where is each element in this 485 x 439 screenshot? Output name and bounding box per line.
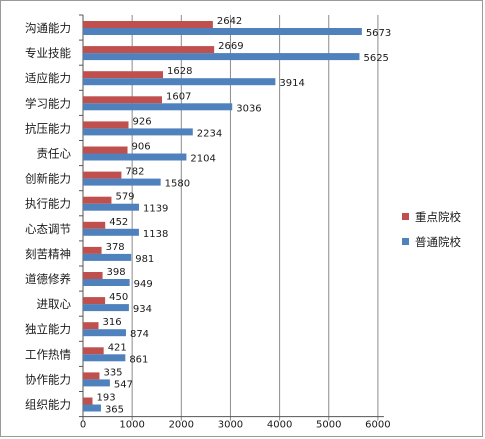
category-label: 适应能力 xyxy=(25,71,71,85)
data-label-red: 926 xyxy=(133,116,152,127)
x-tick-label: 1000 xyxy=(119,420,144,431)
data-label-red: 2642 xyxy=(217,16,242,27)
bar-red xyxy=(83,96,162,104)
data-label-blue: 5625 xyxy=(363,53,388,64)
data-label-blue: 2234 xyxy=(197,128,222,139)
data-label-red: 316 xyxy=(103,317,122,328)
bar-red xyxy=(83,196,112,204)
bar-blue xyxy=(83,304,129,312)
data-label-red: 906 xyxy=(132,142,151,153)
bar-red xyxy=(83,397,93,405)
data-label-red: 579 xyxy=(115,192,134,203)
x-tick-label: 0 xyxy=(80,420,86,431)
bar-blue xyxy=(83,354,126,362)
category-label: 刻苦精神 xyxy=(25,247,71,261)
category-label: 道德修养 xyxy=(25,272,71,286)
category-label: 专业技能 xyxy=(25,46,71,60)
data-label-red: 450 xyxy=(109,292,128,303)
bar-red xyxy=(83,21,213,28)
bar-blue xyxy=(83,253,132,261)
category-label: 工作热情 xyxy=(25,347,71,361)
category-label: 沟通能力 xyxy=(25,21,71,35)
x-tick-label: 4000 xyxy=(267,420,292,431)
bar-blue xyxy=(83,103,233,111)
bar-blue xyxy=(83,178,161,186)
legend-swatch xyxy=(402,213,409,220)
bar-red xyxy=(83,297,106,305)
x-tick-label: 5000 xyxy=(316,420,341,431)
data-label-blue: 1138 xyxy=(143,229,168,240)
data-label-red: 378 xyxy=(106,242,125,253)
data-label-red: 782 xyxy=(125,167,144,178)
data-label-blue: 934 xyxy=(133,304,152,315)
bar-red xyxy=(83,347,104,355)
bar-blue xyxy=(83,404,101,412)
category-label: 组织能力 xyxy=(25,398,71,412)
category-label: 责任心 xyxy=(37,147,72,161)
category-label: 独立能力 xyxy=(25,322,71,336)
legend-label: 普通院校 xyxy=(415,235,461,249)
data-label-red: 1607 xyxy=(166,91,191,102)
data-label-red: 1628 xyxy=(167,66,192,77)
data-label-blue: 2104 xyxy=(190,154,215,165)
bar-blue xyxy=(83,28,362,35)
bar-blue xyxy=(83,53,360,61)
x-tick-label: 3000 xyxy=(218,420,243,431)
bar-blue xyxy=(83,203,139,211)
data-label-red: 335 xyxy=(103,367,122,378)
bar-red xyxy=(83,322,99,330)
x-tick-label: 2000 xyxy=(169,420,194,431)
x-tick-label: 6000 xyxy=(365,420,390,431)
bar-blue xyxy=(83,329,126,337)
category-label: 学习能力 xyxy=(25,96,71,110)
category-label: 抗压能力 xyxy=(25,121,71,135)
data-label-red: 452 xyxy=(109,217,128,228)
category-label: 执行能力 xyxy=(25,197,71,211)
category-label: 创新能力 xyxy=(25,172,71,186)
data-label-blue: 3036 xyxy=(236,103,261,114)
data-label-blue: 861 xyxy=(129,354,148,365)
bar-red xyxy=(83,221,106,229)
bar-blue xyxy=(83,153,187,161)
data-label-blue: 1580 xyxy=(165,179,190,190)
bar-blue xyxy=(83,379,110,387)
legend-label: 重点院校 xyxy=(415,210,461,224)
bar-blue xyxy=(83,279,130,286)
bar-blue xyxy=(83,228,139,236)
data-label-red: 398 xyxy=(107,267,126,278)
data-label-blue: 3914 xyxy=(279,78,304,89)
data-label-blue: 547 xyxy=(114,379,133,390)
data-label-blue: 949 xyxy=(134,279,153,290)
bar-red xyxy=(83,171,122,179)
bar-red xyxy=(83,272,103,279)
data-label-blue: 5673 xyxy=(366,28,391,39)
bar-red xyxy=(83,146,128,154)
data-label-red: 2669 xyxy=(218,41,243,52)
category-label: 协作能力 xyxy=(25,372,71,386)
data-label-blue: 981 xyxy=(135,254,154,265)
data-label-blue: 1139 xyxy=(143,204,168,215)
bar-red xyxy=(83,71,164,79)
data-label-blue: 365 xyxy=(105,405,124,416)
bar-red xyxy=(83,246,102,254)
category-label: 心态调节 xyxy=(25,222,71,236)
data-label-red: 193 xyxy=(96,393,115,404)
bar-red xyxy=(83,121,129,129)
legend-swatch xyxy=(402,238,409,245)
category-label: 进取心 xyxy=(37,297,72,311)
bar-blue xyxy=(83,78,276,86)
bar-blue xyxy=(83,128,193,136)
data-label-red: 421 xyxy=(108,342,127,353)
bar-red xyxy=(83,372,100,380)
bar-red xyxy=(83,46,215,54)
data-label-blue: 874 xyxy=(130,329,149,340)
